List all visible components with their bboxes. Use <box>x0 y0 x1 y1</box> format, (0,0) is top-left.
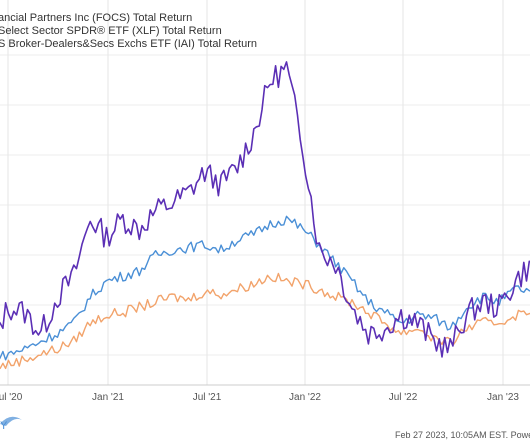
footer-timestamp: Feb 27 2023, 10:05AM EST. Powered by <box>395 430 530 440</box>
x-tick-label: Jan '22 <box>289 392 321 403</box>
series-line-focs <box>0 61 530 358</box>
logo-icon: Y <box>0 416 22 432</box>
x-tick-label: Jul '20 <box>0 392 23 403</box>
legend: ancial Partners Inc (FOCS) Total Return … <box>0 12 257 50</box>
logo-text: Y <box>0 420 8 432</box>
series-lines <box>0 61 530 370</box>
grid-layer <box>0 0 530 386</box>
series-line-iai <box>0 272 530 370</box>
legend-entry-iai: S Broker-Dealers&Secs Exchs ETF (IAI) To… <box>0 38 257 50</box>
x-axis-ticks: Jul '20 Jan '21 Jul '21 Jan '22 Jul '22 Jan '… <box>0 392 519 403</box>
legend-entry-xlf: Select Sector SPDR® ETF (XLF) Total Retu… <box>0 25 222 37</box>
x-tick-label: Jul '22 <box>389 392 418 403</box>
series-line-xlf <box>0 215 530 361</box>
legend-entry-focs: ancial Partners Inc (FOCS) Total Return <box>0 12 192 24</box>
x-tick-label: Jan '23 <box>487 392 519 403</box>
x-tick-label: Jul '21 <box>193 392 222 403</box>
x-tick-label: Jan '21 <box>92 392 124 403</box>
